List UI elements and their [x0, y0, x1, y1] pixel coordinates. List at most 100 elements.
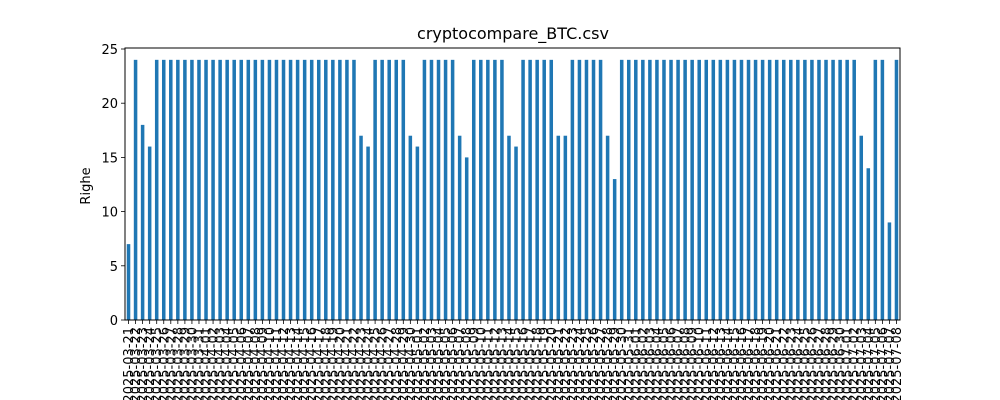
bar-2025-06-28	[824, 59, 828, 321]
x-tick-label: 2025-04-15	[298, 327, 313, 400]
bar-2025-03-25	[154, 59, 159, 321]
x-tick-label: 2025-05-30	[615, 327, 630, 400]
x-tick-label: 2025-05-14	[502, 327, 517, 400]
x-tick-label: 2025-06-11	[700, 327, 715, 400]
bar-2025-05-04	[436, 59, 441, 321]
bar-2025-04-26	[380, 59, 384, 321]
bar-2025-06-15	[732, 59, 737, 321]
bar-2025-04-19	[331, 59, 335, 321]
x-tick-label: 2025-06-14	[721, 327, 736, 400]
bar-2025-05-18	[535, 59, 539, 321]
x-tick-label: 2025-05-23	[566, 327, 581, 400]
x-tick-label: 2025-03-24	[143, 327, 158, 400]
bar-2025-05-13	[500, 59, 504, 321]
bar-2025-06-11	[704, 59, 709, 321]
bar-2025-04-14	[295, 59, 300, 321]
x-tick-label: 2025-05-16	[517, 327, 532, 400]
x-tick-label: 2025-07-05	[869, 327, 884, 400]
bar-2025-05-17	[528, 59, 532, 321]
bar-2025-07-02	[852, 59, 856, 321]
bar-2025-05-05	[443, 59, 448, 321]
x-tick-label: 2025-06-03	[643, 327, 658, 400]
x-tick-label: 2025-05-28	[601, 327, 616, 400]
x-tick-label: 2025-04-18	[319, 327, 334, 400]
bar-2025-04-02	[211, 59, 215, 321]
x-tick-label: 2025-07-06	[876, 327, 891, 400]
x-tick-label: 2025-04-07	[242, 327, 257, 400]
x-tick-label: 2025-04-20	[333, 327, 348, 400]
bar-2025-04-08	[253, 59, 258, 321]
x-tick-label: 2025-05-10	[474, 327, 489, 400]
x-tick-label: 2025-03-30	[185, 327, 200, 400]
x-tick-label: 2025-07-03	[855, 327, 870, 400]
x-tick-label: 2025-04-09	[256, 327, 271, 400]
bar-2025-05-29	[612, 179, 617, 320]
bar-2025-04-24	[366, 146, 370, 320]
x-tick-label: 2025-07-08	[890, 327, 905, 400]
bar-2025-04-01	[204, 59, 208, 321]
bar-2025-03-21	[126, 244, 131, 320]
bar-2025-06-21	[774, 59, 779, 321]
bar-2025-05-20	[549, 59, 554, 321]
bar-2025-03-23	[140, 124, 145, 320]
x-tick-label: 2025-05-01	[411, 327, 426, 400]
bar-2025-04-23	[359, 135, 363, 320]
x-tick-label: 2025-06-29	[827, 327, 842, 400]
x-tick-label: 2025-05-27	[594, 327, 609, 400]
y-tick-label: 15	[101, 151, 118, 166]
x-tick-label: 2025-05-02	[418, 327, 433, 400]
x-tick-label: 2025-06-18	[749, 327, 764, 400]
bar-2025-03-27	[169, 59, 173, 321]
bar-2025-06-04	[655, 59, 659, 321]
x-tick-label: 2025-04-28	[390, 327, 405, 400]
x-tick-label: 2025-05-05	[439, 327, 454, 400]
bar-2025-05-09	[471, 59, 476, 321]
x-tick-label: 2025-04-14	[291, 327, 306, 400]
bar-2025-04-03	[218, 59, 222, 321]
bar-2025-06-19	[760, 59, 765, 321]
x-tick-label: 2025-04-02	[207, 327, 222, 400]
x-tick-label: 2025-04-01	[200, 327, 215, 400]
x-tick-label: 2025-06-22	[777, 327, 792, 400]
x-tick-label: 2025-06-07	[672, 327, 687, 400]
x-tick-label: 2025-04-26	[376, 327, 391, 400]
bar-2025-06-26	[810, 59, 814, 321]
x-tick-label: 2025-04-06	[235, 327, 250, 400]
x-tick-label: 2025-06-10	[693, 327, 708, 400]
x-tick-label: 2025-05-21	[552, 327, 567, 400]
bar-2025-04-18	[324, 59, 328, 321]
bar-2025-05-08	[464, 157, 469, 320]
x-tick-label: 2025-06-25	[798, 327, 813, 400]
x-tick-label: 2025-06-16	[735, 327, 750, 400]
bar-2025-04-12	[281, 59, 286, 321]
bar-2025-06-20	[767, 59, 772, 321]
x-tick-label: 2025-05-11	[481, 327, 496, 400]
bar-2025-07-01	[845, 59, 849, 321]
plot-frame	[124, 47, 901, 321]
bar-2025-05-21	[556, 135, 561, 320]
bar-2025-06-10	[697, 59, 701, 321]
x-tick-label: 2025-05-17	[524, 327, 539, 400]
x-tick-label: 2025-06-28	[820, 327, 835, 400]
x-tick-label: 2025-05-26	[587, 327, 602, 400]
y-axis-ticks: 0 5 10 15 20 25	[101, 43, 125, 329]
bar-2025-05-19	[542, 59, 546, 321]
x-tick-label: 2025-06-30	[834, 327, 849, 400]
bar-2025-04-29	[401, 59, 406, 321]
x-tick-label: 2025-06-19	[756, 327, 771, 400]
bar-2025-06-06	[669, 59, 673, 321]
bar-2025-04-17	[316, 59, 321, 321]
x-tick-label: 2025-05-08	[460, 327, 475, 400]
bar-2025-04-25	[373, 59, 377, 321]
bar-2025-06-05	[662, 59, 666, 321]
x-tick-label: 2025-06-24	[791, 327, 806, 400]
bar-2025-06-14	[725, 59, 730, 321]
x-tick-label: 2025-06-04	[650, 327, 665, 400]
bar-2025-06-30	[838, 59, 842, 321]
x-tick-label: 2025-04-29	[397, 327, 412, 400]
y-tick-label: 10	[101, 206, 118, 221]
bar-2025-07-06	[880, 59, 885, 321]
x-tick-label: 2025-06-09	[686, 327, 701, 400]
bar-2025-05-01	[415, 146, 420, 320]
bar-2025-05-30	[619, 59, 624, 321]
